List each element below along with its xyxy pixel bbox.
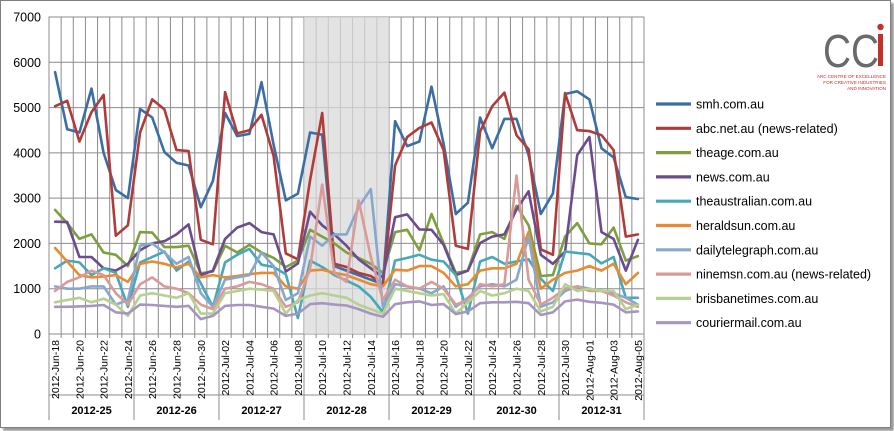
x-tick-label: 2012-Jul-30 [560,340,572,396]
x-tick-label: 2012-Jul-16 [390,340,402,396]
series-line [53,282,640,318]
legend-label: dailytelegraph.com.au [696,243,818,257]
week-label: 2012-29 [411,405,451,417]
x-tick-label: 2012-Jul-04 [244,340,256,396]
logo-i-stem [878,34,883,66]
x-tick-label: 2012-Jul-24 [487,340,499,396]
x-tick-label: 2012-Aug-05 [633,340,645,401]
y-tick-label: 4000 [13,146,41,160]
week-label: 2012-26 [156,405,196,417]
x-tick-label: 2012-Aug-01 [584,340,596,401]
logo-i-dot [877,23,884,31]
y-axis: 0 1000 2000 3000 4000 5000 6000 7000 [13,11,41,342]
series-line [53,70,640,286]
series-line [53,204,640,278]
y-tick-label: 2000 [13,237,41,251]
legend-label: theage.com.au [696,146,779,160]
logo-mark: CC [823,25,879,77]
x-tick-label: 2012-Jun-30 [196,340,208,399]
x-axis: 2012-Jun-18 2012-Jun-20 2012-Jun-22 2012-Ju… [48,334,645,420]
y-tick-label: 1000 [13,282,41,296]
x-tick-label: 2012-Jun-18 [50,340,62,399]
week-label: 2012-31 [581,405,621,417]
y-tick-label: 6000 [13,56,41,70]
week-label: 2012-28 [326,405,366,417]
x-tick-label: 2012-Jul-08 [293,340,305,396]
legend-label: news.com.au [696,170,770,184]
cci-logo: CC ARC CENTRE OF EXCELLENCE FOR CREATIVE… [817,23,886,91]
x-tick-label: 2012-Jul-26 [512,340,524,396]
x-tick-label: 2012-Jul-22 [463,340,475,396]
logo-caption-2: FOR CREATIVE INDUSTRIES [823,80,886,85]
week-label: 2012-30 [496,405,536,417]
y-tick-label: 5000 [13,101,41,115]
legend-label: ninemsn.com.au (news-related) [696,268,871,282]
legend-label: theaustralian.com.au [696,195,812,209]
x-tick-label: 2012-Jul-28 [536,340,548,396]
x-tick-label: 2012-Aug-03 [609,340,621,401]
x-tick-label: 2012-Jul-18 [414,340,426,396]
legend-label: couriermail.com.au [696,316,802,330]
week-label: 2012-27 [241,405,281,417]
legend: smh.com.au abc.net.au (news-related) theag… [656,98,871,330]
week-label: 2012-25 [71,405,111,417]
y-tick-label: 7000 [13,11,41,25]
legend-label: smh.com.au [696,98,764,112]
x-tick-label: 2012-Jul-10 [317,340,329,396]
series-line [53,174,640,311]
x-tick-label: 2012-Jun-28 [172,340,184,399]
logo-caption-1: ARC CENTRE OF EXCELLENCE [817,74,886,79]
x-tick-label: 2012-Jun-20 [74,340,86,399]
series-lines [53,70,640,321]
series-line [53,187,640,309]
logo-caption-3: AND INNOVATION [847,86,886,91]
legend-label: heraldsun.com.au [696,219,795,233]
x-tick-label: 2012-Jun-22 [99,340,111,399]
x-tick-label: 2012-Jul-02 [220,340,232,396]
y-tick-label: 0 [34,328,41,342]
x-tick-label: 2012-Jul-06 [269,340,281,396]
x-tick-label: 2012-Jul-12 [342,340,354,396]
x-tick-label: 2012-Jun-26 [147,340,159,399]
legend-label: abc.net.au (news-related) [696,122,838,136]
x-tick-label: 2012-Jun-24 [123,340,135,399]
legend-label: brisbanetimes.com.au [696,292,818,306]
x-tick-label: 2012-Jul-20 [439,340,451,396]
y-tick-label: 3000 [13,192,41,206]
series-line [53,298,640,321]
x-tick-label: 2012-Jul-14 [366,340,378,396]
